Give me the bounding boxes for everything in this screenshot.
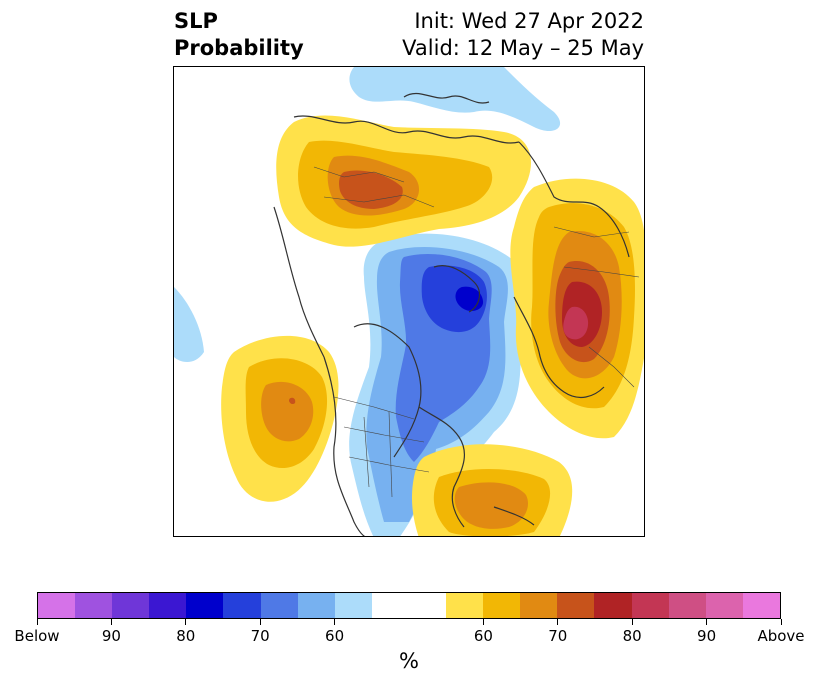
colorbar-tick: [557, 619, 559, 625]
colorbar-segment: [742, 593, 780, 618]
below-60-patch-west: [174, 287, 204, 362]
colorbar-tick: [780, 619, 782, 625]
colorbar-segment: [260, 593, 298, 618]
below-60-patch-north: [349, 67, 561, 132]
colorbar-tick-label: 60: [325, 627, 345, 645]
colorbar-tick: [36, 619, 38, 625]
probability-colorbar: [37, 592, 781, 619]
colorbar-segment: [371, 593, 447, 618]
init-date-label: Init: Wed 27 Apr 2022: [414, 9, 644, 33]
map-canvas: [174, 67, 644, 536]
colorbar-tick: [334, 619, 336, 625]
above-75-north: [339, 170, 403, 209]
colorbar-segment: [38, 593, 76, 618]
colorbar-tick-label: 70: [250, 627, 270, 645]
above-normal-field: [221, 115, 644, 536]
colorbar-segment: [446, 593, 484, 618]
colorbar-tick-label: 80: [622, 627, 642, 645]
colorbar-segment: [520, 593, 558, 618]
colorbar-tick: [259, 619, 261, 625]
above-85-east: [563, 306, 589, 340]
colorbar-tick: [185, 619, 187, 625]
colorbar-tick-label: 70: [548, 627, 568, 645]
colorbar-segment: [334, 593, 372, 618]
colorbar-tick-label: 80: [176, 627, 196, 645]
colorbar-segment: [149, 593, 187, 618]
colorbar-segment: [557, 593, 595, 618]
below-normal-field: [174, 67, 561, 536]
colorbar-segment: [483, 593, 521, 618]
colorbar-segment: [223, 593, 261, 618]
colorbar-tick-label: 60: [473, 627, 493, 645]
colorbar-segment: [705, 593, 743, 618]
valid-period-label: Valid: 12 May – 25 May: [402, 36, 644, 60]
colorbar-segment: [186, 593, 224, 618]
colorbar-tick-label: 90: [101, 627, 121, 645]
map-title: SLP Probability: [174, 8, 304, 62]
colorbar-tick-label: Above: [757, 627, 805, 645]
colorbar-tick-label: Below: [14, 627, 60, 645]
above-70-pacific: [261, 381, 314, 442]
below-80-region: [421, 265, 487, 333]
colorbar-tick: [706, 619, 708, 625]
colorbar-segment: [112, 593, 150, 618]
colorbar-unit-label: %: [399, 649, 419, 673]
political-borders: [313, 166, 640, 498]
colorbar-segment: [75, 593, 113, 618]
above-75-pacific-dot: [289, 397, 296, 405]
title-line-slp: SLP: [174, 9, 218, 33]
title-line-probability: Probability: [174, 36, 304, 60]
probability-map: [173, 66, 645, 537]
map-subtitle: Init: Wed 27 Apr 2022 Valid: 12 May – 25…: [402, 8, 644, 62]
colorbar-tick-label: 90: [697, 627, 717, 645]
colorbar-tick: [110, 619, 112, 625]
colorbar-segment: [297, 593, 335, 618]
colorbar-tick: [482, 619, 484, 625]
colorbar-segment: [631, 593, 669, 618]
coastlines: [273, 92, 630, 536]
colorbar-tick: [631, 619, 633, 625]
colorbar-segment: [668, 593, 706, 618]
above-70-atlantic: [454, 482, 529, 529]
colorbar-segment: [594, 593, 632, 618]
